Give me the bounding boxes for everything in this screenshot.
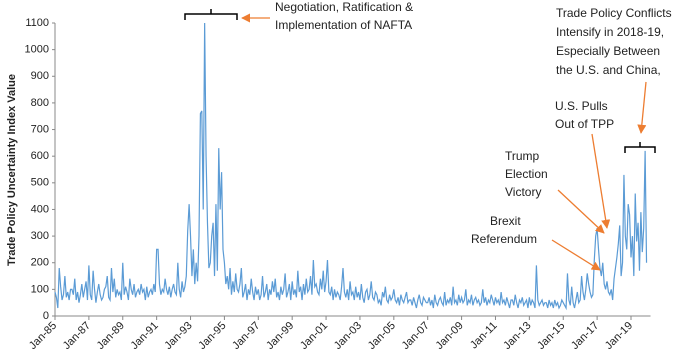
x-tick-label: Jan-15 bbox=[535, 320, 567, 352]
annotation: Election bbox=[505, 167, 548, 181]
y-axis-label: Trade Policy Uncertainty Index Value bbox=[6, 74, 18, 266]
arrow bbox=[551, 239, 601, 271]
x-tick-label: Jan-11 bbox=[468, 320, 500, 352]
x-tick-label: Jan-91 bbox=[129, 320, 161, 352]
annotation: U.S. Pulls bbox=[555, 99, 608, 113]
x-tick-label: Jan-05 bbox=[366, 320, 398, 352]
x-tick-label: Jan-99 bbox=[264, 320, 296, 352]
brace bbox=[184, 9, 238, 20]
y-tick-label: 200 bbox=[31, 257, 49, 269]
y-tick-label: 500 bbox=[31, 177, 49, 189]
y-tick-label: 700 bbox=[31, 123, 49, 135]
x-tick-label: Jan-07 bbox=[400, 320, 432, 352]
x-tick-label: Jan-89 bbox=[95, 320, 127, 352]
y-tick-label: 100 bbox=[31, 283, 49, 295]
x-tick-label: Jan-09 bbox=[433, 320, 465, 352]
arrow bbox=[557, 189, 605, 234]
x-tick-label: Jan-19 bbox=[603, 320, 635, 352]
annotation: Trade Policy Conflicts bbox=[556, 6, 672, 20]
x-tick-label: Jan-17 bbox=[569, 320, 601, 352]
y-tick-label: 300 bbox=[31, 230, 49, 242]
annotation: Implementation of NAFTA bbox=[275, 18, 412, 32]
y-tick-label: 900 bbox=[31, 70, 49, 82]
y-tick-label: 800 bbox=[31, 97, 49, 109]
arrow bbox=[591, 133, 611, 229]
annotation: Trump bbox=[505, 149, 540, 163]
x-tick-label: Jan-87 bbox=[61, 320, 93, 352]
y-tick-label: 0 bbox=[43, 310, 49, 322]
y-tick-label: 400 bbox=[31, 203, 49, 215]
annotation: Especially Between bbox=[556, 44, 660, 58]
arrow bbox=[637, 81, 647, 134]
line bbox=[54, 22, 648, 311]
x-tick-label: Jan-95 bbox=[196, 320, 228, 352]
x-tick-label: Jan-13 bbox=[501, 320, 533, 352]
x-tick-label: Jan-97 bbox=[230, 320, 262, 352]
annotation: the U.S. and China, bbox=[556, 63, 661, 77]
y-tick-label: 1000 bbox=[25, 44, 49, 56]
brace bbox=[624, 142, 656, 153]
x-tick-label: Jan-85 bbox=[27, 320, 59, 352]
annotation: Negotiation, Ratification & bbox=[275, 0, 413, 14]
x-tick-label: Jan-03 bbox=[332, 320, 364, 352]
x-tick-label: Jan-93 bbox=[162, 320, 194, 352]
annotation: Brexit bbox=[490, 214, 521, 228]
annotation: Out of TPP bbox=[555, 117, 614, 131]
x-tick-label: Jan-01 bbox=[298, 320, 330, 352]
annotation: Intensify in 2018-19, bbox=[556, 25, 664, 39]
annotation: Victory bbox=[505, 185, 541, 199]
y-tick-label: 600 bbox=[31, 150, 49, 162]
y-tick-label: 1100 bbox=[25, 17, 49, 29]
annotation: Referendum bbox=[471, 232, 537, 246]
